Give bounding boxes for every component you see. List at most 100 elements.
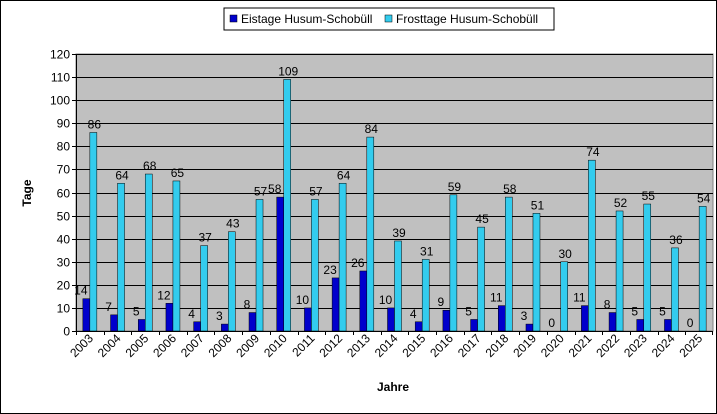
x-tick-label: 2022	[593, 331, 622, 360]
data-label-frosttage: 36	[669, 233, 683, 247]
x-tick-label: 2017	[455, 331, 484, 360]
bar-eistage	[636, 319, 645, 332]
data-label-frosttage: 86	[88, 117, 102, 131]
data-label-frosttage: 45	[475, 212, 489, 226]
data-label-eistage: 11	[573, 291, 586, 305]
x-tick-label: 2011	[289, 331, 317, 359]
bar-frosttage	[89, 132, 98, 332]
data-label-frosttage: 31	[420, 244, 434, 258]
data-label-frosttage: 30	[558, 247, 572, 261]
bar-frosttage	[560, 261, 568, 332]
data-label-eistage: 4	[188, 307, 195, 321]
data-label-frosttage: 59	[448, 180, 462, 194]
bar-eistage	[608, 312, 617, 332]
x-tick-label: 2010	[261, 331, 290, 360]
bar-frosttage	[228, 231, 236, 332]
data-label-frosttage: 58	[503, 182, 517, 196]
bar-frosttage	[144, 173, 153, 332]
bar-eistage	[110, 314, 118, 332]
data-label-eistage: 23	[323, 263, 337, 277]
x-tick-label: 2024	[649, 331, 678, 360]
legend-swatch	[384, 14, 393, 23]
y-tick-label: 50	[57, 210, 71, 224]
data-label-frosttage: 52	[614, 196, 628, 210]
bar-frosttage	[117, 183, 125, 332]
bar-frosttage	[283, 79, 291, 332]
data-label-eistage: 5	[133, 304, 140, 318]
bar-eistage	[165, 303, 174, 332]
bar-frosttage	[311, 199, 319, 332]
x-tick-label: 2016	[427, 331, 456, 360]
data-label-frosttage: 84	[365, 122, 379, 136]
bar-frosttage	[532, 213, 541, 332]
data-label-eistage: 14	[74, 284, 88, 298]
data-label-frosttage: 57	[254, 184, 268, 198]
bar-eistage	[414, 321, 423, 332]
bar-eistage	[276, 196, 284, 332]
y-tick-label: 100	[50, 94, 70, 108]
x-tick-label: 2019	[510, 331, 539, 360]
data-label-frosttage: 51	[531, 198, 545, 212]
y-tick-label: 120	[50, 48, 70, 62]
data-label-eistage: 9	[438, 295, 445, 309]
bar-frosttage	[449, 194, 458, 332]
y-tick-label: 0	[63, 325, 70, 339]
legend-label: Eistage Husum-Schobüll	[241, 12, 372, 26]
legend-swatch	[229, 14, 238, 23]
x-tick-label: 2005	[123, 331, 152, 360]
legend-label: Frosttage Husum-Schobüll	[396, 12, 538, 26]
bar-frosttage	[643, 203, 652, 332]
bars	[82, 79, 707, 332]
x-tick-label: 2009	[233, 331, 262, 360]
bar-eistage	[359, 270, 368, 332]
x-tick-label: 2018	[483, 331, 512, 360]
x-tick-label: 2021	[566, 331, 595, 360]
x-tick-label: 2006	[150, 331, 179, 360]
data-label-eistage: 8	[244, 298, 251, 312]
data-label-eistage: 4	[410, 307, 417, 321]
bar-frosttage	[671, 247, 679, 332]
x-tick-label: 2012	[316, 331, 345, 360]
data-label-eistage: 26	[351, 256, 365, 270]
y-axis-title: Tage	[20, 179, 34, 206]
bar-frosttage	[615, 210, 624, 332]
bar-frosttage	[255, 199, 264, 332]
data-label-eistage: 58	[268, 182, 282, 196]
bar-eistage	[470, 319, 478, 332]
data-label-eistage: 12	[157, 288, 171, 302]
bar-frosttage	[200, 245, 208, 332]
data-label-eistage: 0	[687, 316, 694, 330]
data-label-eistage: 11	[490, 291, 503, 305]
data-label-frosttage: 39	[392, 226, 406, 240]
bar-eistage	[304, 307, 312, 332]
legend: Eistage Husum-Schobüll Frosttage Husum-Sc…	[223, 7, 555, 31]
x-tick-label: 2020	[538, 331, 567, 360]
bar-eistage	[664, 319, 672, 332]
bar-eistage	[248, 312, 257, 332]
data-label-frosttage: 64	[115, 168, 129, 182]
bar-eistage	[82, 298, 91, 332]
x-tick-label: 2025	[676, 331, 705, 360]
bar-eistage	[221, 323, 229, 332]
data-label-frosttage: 74	[586, 145, 600, 159]
plot-area	[75, 53, 714, 332]
y-tick-label: 10	[57, 302, 71, 316]
bar-frosttage	[394, 240, 402, 332]
bar-frosttage	[338, 183, 347, 332]
bar-eistage	[442, 309, 451, 332]
y-tick-label: 80	[57, 140, 71, 154]
data-label-frosttage: 68	[143, 159, 157, 173]
y-tick-label: 60	[57, 187, 71, 201]
bar-eistage	[193, 321, 201, 332]
y-tick-label: 90	[57, 117, 71, 131]
data-label-eistage: 10	[296, 293, 310, 307]
bar-eistage	[331, 277, 340, 332]
y-tick-label: 110	[51, 71, 70, 85]
bar-frosttage	[698, 206, 707, 332]
bar-eistage	[525, 323, 534, 332]
bar-eistage	[137, 319, 146, 332]
